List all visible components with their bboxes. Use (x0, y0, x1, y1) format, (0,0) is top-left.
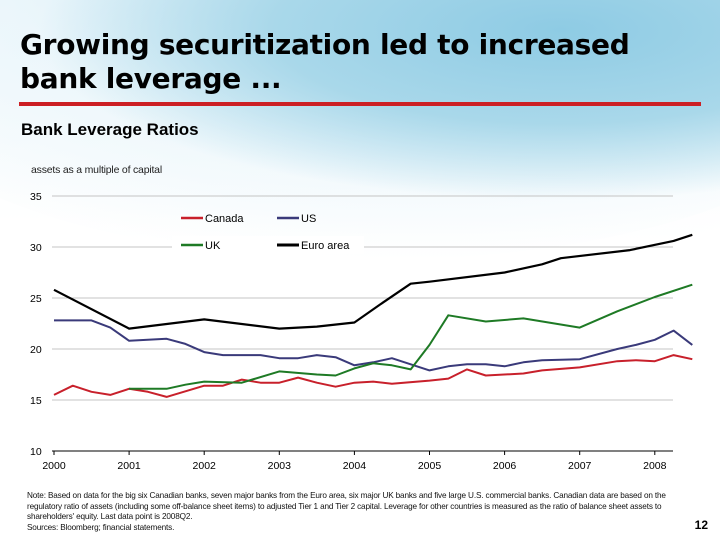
page-number: 12 (694, 518, 708, 532)
series-line-uk (129, 283, 693, 390)
legend-label-us: US (301, 213, 316, 225)
series-lines (53, 233, 693, 398)
legend-label-canada: Canada (205, 213, 244, 225)
y-tick-label: 25 (30, 293, 42, 305)
x-tick-label: 2001 (117, 460, 141, 472)
x-tick-label: 2007 (568, 460, 592, 472)
x-tick-label: 2002 (193, 460, 217, 472)
x-tick-label: 2006 (493, 460, 517, 472)
y-axis-ticks: 10 15 20 25 30 35 (30, 191, 42, 458)
legend-label-uk: UK (205, 240, 221, 252)
gridlines (52, 195, 673, 401)
series-line-canada (53, 354, 693, 398)
series-line-euro-area (53, 233, 693, 330)
legend-background (172, 236, 364, 254)
y-tick-label: 35 (30, 191, 42, 203)
x-axis: 2000 2001 2002 2003 2004 2005 2006 2007 2008 (42, 450, 673, 472)
footnote: Note: Based on data for the big six Cana… (27, 491, 677, 533)
series-line-us (54, 319, 693, 372)
title-underline (19, 102, 701, 106)
y-tick-label: 30 (30, 242, 42, 254)
legend-label-euro-area: Euro area (301, 240, 350, 252)
footnote-sources: Sources: Bloomberg; financial statements… (27, 522, 175, 532)
y-tick-label: 15 (30, 395, 42, 407)
footnote-note: Note: Based on data for the big six Cana… (27, 491, 666, 522)
legend: Canada US UK Euro area (172, 213, 364, 254)
slide-title: Growing securitization led to increased … (20, 28, 630, 95)
x-tick-label: 2004 (343, 460, 367, 472)
x-tick-label: 2005 (418, 460, 442, 472)
y-tick-label: 20 (30, 344, 42, 356)
y-axis-units-label: assets as a multiple of capital (31, 164, 162, 176)
x-tick-label: 2008 (643, 460, 667, 472)
x-tick-label: 2000 (42, 460, 66, 472)
chart-title: Bank Leverage Ratios (21, 120, 199, 139)
y-tick-label: 10 (30, 446, 42, 458)
x-tick-label: 2003 (268, 460, 292, 472)
